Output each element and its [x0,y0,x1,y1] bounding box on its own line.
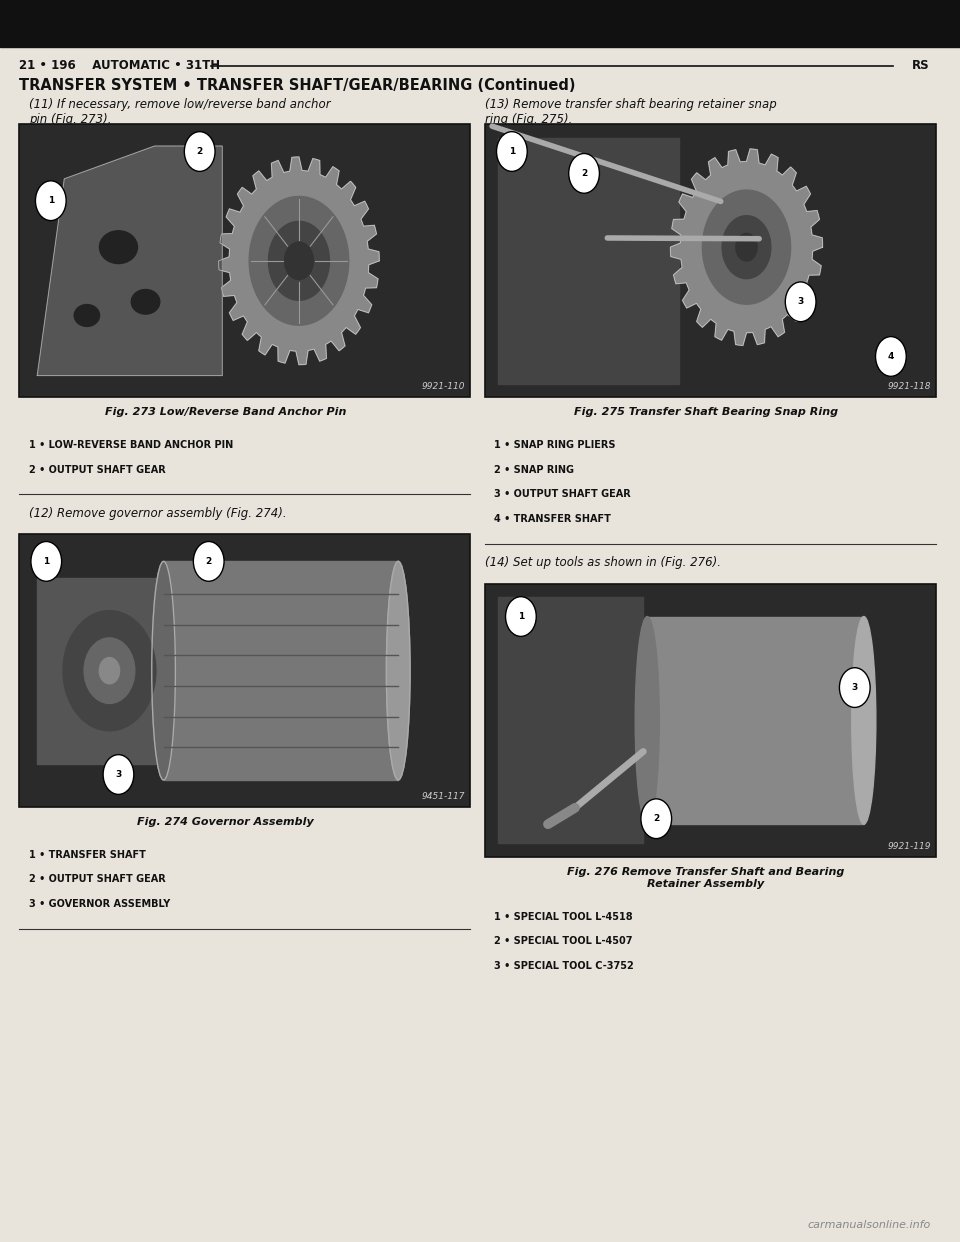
Text: 1: 1 [517,612,524,621]
Text: 2: 2 [205,556,212,566]
Text: (13) Remove transfer shaft bearing retainer snap
ring (Fig. 275).: (13) Remove transfer shaft bearing retai… [485,98,777,127]
Text: TRANSFER SYSTEM • TRANSFER SHAFT/GEAR/BEARING (Continued): TRANSFER SYSTEM • TRANSFER SHAFT/GEAR/BE… [19,78,576,93]
Polygon shape [37,147,222,375]
Bar [37,578,163,764]
Text: 2: 2 [581,169,588,178]
Bar [498,597,643,843]
Text: 3: 3 [798,297,804,307]
Text: Fig. 276 Remove Transfer Shaft and Bearing
Retainer Assembly: Fig. 276 Remove Transfer Shaft and Beari… [567,867,844,888]
Text: RS: RS [912,60,929,72]
Ellipse shape [636,616,660,825]
Text: 2 • SNAP RING: 2 • SNAP RING [494,465,574,474]
Circle shape [63,611,156,730]
Ellipse shape [852,616,876,825]
Circle shape [568,154,599,194]
Circle shape [84,638,134,703]
Polygon shape [670,149,823,345]
Circle shape [193,542,224,581]
Text: 2: 2 [653,815,660,823]
Text: 3 • SPECIAL TOOL C-3752: 3 • SPECIAL TOOL C-3752 [494,961,635,971]
Bar [163,561,398,780]
Text: 9921-118: 9921-118 [888,383,931,391]
Circle shape [496,132,527,171]
Ellipse shape [132,289,159,314]
Text: 3 • OUTPUT SHAFT GEAR: 3 • OUTPUT SHAFT GEAR [494,489,631,499]
Polygon shape [736,233,757,261]
Bar [19,124,470,397]
Text: 1 • TRANSFER SHAFT: 1 • TRANSFER SHAFT [29,850,146,859]
Text: 3 • GOVERNOR ASSEMBLY: 3 • GOVERNOR ASSEMBLY [29,899,170,909]
Polygon shape [250,196,348,325]
Circle shape [506,596,537,636]
Ellipse shape [386,561,410,780]
Text: (12) Remove governor assembly (Fig. 274).: (12) Remove governor assembly (Fig. 274)… [29,507,286,519]
Text: 3: 3 [115,770,122,779]
Circle shape [103,755,133,795]
Text: Fig. 275 Transfer Shaft Bearing Snap Ring: Fig. 275 Transfer Shaft Bearing Snap Rin… [573,407,838,417]
Text: 2 • OUTPUT SHAFT GEAR: 2 • OUTPUT SHAFT GEAR [29,465,165,474]
Text: Fig. 273 Low/Reverse Band Anchor Pin: Fig. 273 Low/Reverse Band Anchor Pin [105,407,347,417]
Text: (11) If necessary, remove low/reverse band anchor
pin (Fig. 273).: (11) If necessary, remove low/reverse ba… [29,98,330,127]
Bar [647,616,864,825]
Ellipse shape [74,304,100,327]
Text: 3: 3 [852,683,858,692]
Polygon shape [722,216,771,278]
Polygon shape [219,156,379,365]
Text: 21 • 196    AUTOMATIC • 31TH: 21 • 196 AUTOMATIC • 31TH [19,60,221,72]
Circle shape [785,282,816,322]
Text: 1: 1 [48,196,54,205]
Bar [498,138,679,384]
Text: 1 • SPECIAL TOOL L-4518: 1 • SPECIAL TOOL L-4518 [494,912,633,922]
Circle shape [641,799,672,838]
Bar [485,124,936,397]
Circle shape [36,181,66,221]
Text: 2 • OUTPUT SHAFT GEAR: 2 • OUTPUT SHAFT GEAR [29,874,165,884]
Text: 9921-110: 9921-110 [422,383,466,391]
Polygon shape [284,242,313,279]
Circle shape [99,657,120,684]
Ellipse shape [152,561,176,780]
Text: 1: 1 [509,147,515,156]
Ellipse shape [100,231,137,263]
Text: 2 • SPECIAL TOOL L-4507: 2 • SPECIAL TOOL L-4507 [494,936,633,946]
Text: 1 • LOW-REVERSE BAND ANCHOR PIN: 1 • LOW-REVERSE BAND ANCHOR PIN [29,440,233,450]
Text: 9921-119: 9921-119 [888,842,931,851]
Circle shape [31,542,61,581]
Circle shape [184,132,215,171]
Text: 4: 4 [888,351,894,361]
Text: Fig. 274 Governor Assembly: Fig. 274 Governor Assembly [137,817,314,827]
Text: (14) Set up tools as shown in (Fig. 276).: (14) Set up tools as shown in (Fig. 276)… [485,556,721,569]
Text: 1: 1 [43,556,49,566]
Polygon shape [703,190,791,304]
Text: 1 • SNAP RING PLIERS: 1 • SNAP RING PLIERS [494,440,616,450]
Bar [0,0,960,47]
Text: 2: 2 [197,147,203,156]
Polygon shape [269,221,329,301]
Circle shape [839,668,870,708]
Text: 9451-117: 9451-117 [422,792,466,801]
Text: carmanualsonline.info: carmanualsonline.info [808,1220,931,1230]
Circle shape [876,337,906,376]
Text: 4 • TRANSFER SHAFT: 4 • TRANSFER SHAFT [494,514,612,524]
Bar [485,584,936,857]
Bar [19,534,470,807]
